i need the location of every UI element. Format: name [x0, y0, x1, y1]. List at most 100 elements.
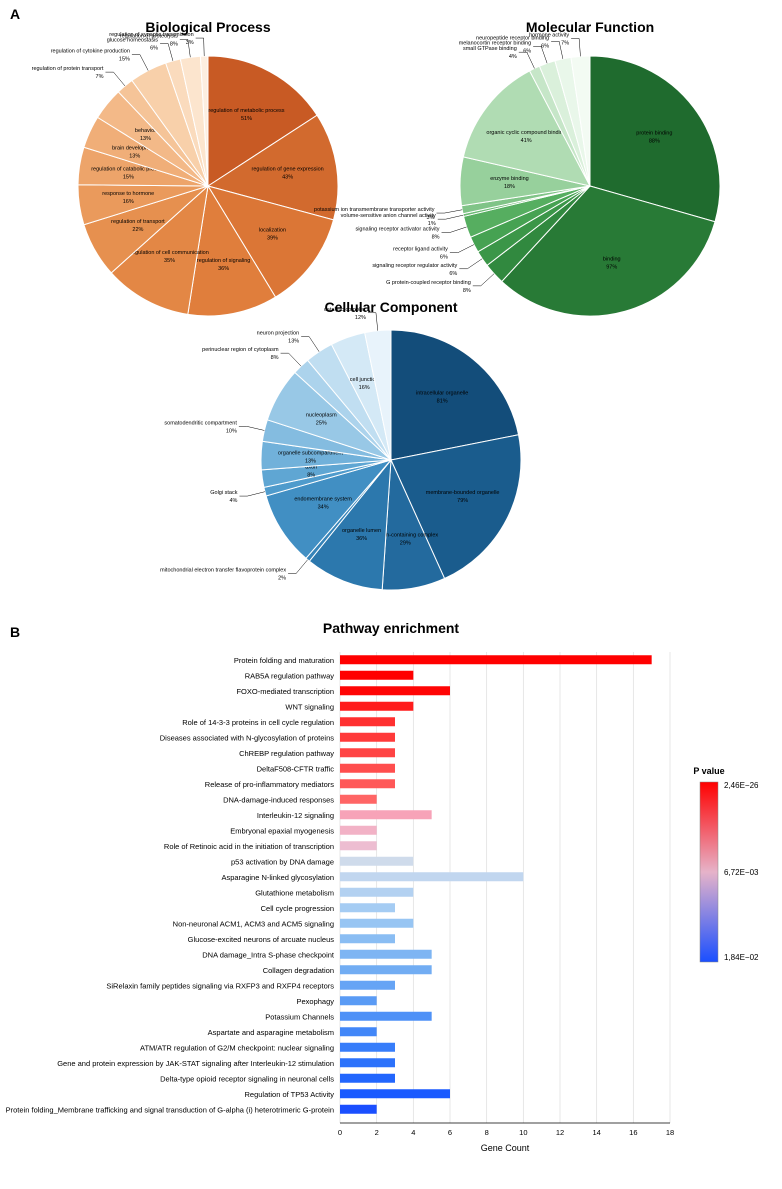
bar-chart-title: Pathway enrichment — [0, 620, 782, 636]
bar-category-label: Gene and protein expression by JAK-STAT … — [57, 1059, 334, 1068]
bar — [340, 810, 432, 819]
bar-category-label: Potassium Channels — [265, 1012, 334, 1021]
bar-category-label: Asparagine N-linked glycosylation — [221, 873, 334, 882]
slice-label: localization — [259, 227, 286, 233]
slice-label: signaling receptor activator activity — [355, 227, 439, 233]
bar — [340, 733, 395, 742]
slice-label: regulation of cell communication — [130, 250, 209, 256]
slice-pct: 18% — [504, 184, 515, 190]
legend-tick: 2,46E−26 — [724, 781, 759, 790]
slice-pct: 43% — [282, 174, 293, 180]
slice-pct: 15% — [123, 174, 134, 180]
slice-label: organelle lumen — [342, 528, 381, 534]
pie-panel: Biological Processregulation of metaboli… — [0, 0, 782, 610]
bar — [340, 1012, 432, 1021]
bar — [340, 686, 450, 695]
slice-label: regulation of synaptic transmission — [109, 32, 193, 38]
x-axis-label: Gene Count — [481, 1143, 530, 1153]
slice-label: regulation of signaling — [197, 258, 251, 264]
slice-pct: 3% — [186, 40, 194, 46]
slice-pct: 51% — [241, 116, 252, 122]
bar-category-label: DeltaF508-CFTR traffic — [257, 764, 335, 773]
slice-label: receptor ligand activity — [393, 247, 448, 253]
slice-pct: 79% — [457, 498, 468, 504]
slice-label: regulation of cytokine production — [51, 49, 130, 55]
bar-category-label: Delta-type opioid receptor signaling in … — [160, 1074, 334, 1083]
bar-category-label: Collagen degradation — [263, 966, 334, 975]
slice-pct: 2% — [278, 576, 286, 582]
slice-label: catalytic complex — [324, 307, 366, 313]
slice-pct: 16% — [359, 385, 370, 391]
bar — [340, 857, 413, 866]
bar — [340, 826, 377, 835]
slice-pct: 25% — [316, 421, 327, 427]
bar-category-label: Glutathione metabolism — [255, 888, 334, 897]
slice-pct: 10% — [226, 428, 237, 434]
bar — [340, 1089, 450, 1098]
slice-label: mitochondrial electron transfer flavopro… — [160, 568, 286, 574]
slice-pct: 4% — [230, 498, 238, 504]
slice-pct: 6% — [541, 43, 549, 49]
pies-svg: Biological Processregulation of metaboli… — [0, 0, 782, 610]
bar — [340, 872, 523, 881]
bar — [340, 903, 395, 912]
slice-pct: 4% — [509, 54, 517, 60]
slice-label: binding — [603, 257, 621, 263]
bar-category-label: Non-neuronal ACM1, ACM3 and ACM5 signali… — [173, 919, 334, 928]
bar — [340, 717, 395, 726]
bar — [340, 965, 432, 974]
slice-label: hormone activity — [529, 32, 569, 38]
slice-label: Golgi stack — [210, 490, 237, 496]
slice-pct: 6% — [440, 255, 448, 261]
slice-pct: 7% — [561, 40, 569, 46]
slice-pct: 8% — [307, 473, 315, 479]
x-tick: 18 — [666, 1128, 674, 1137]
bar-category-label: WNT signaling — [285, 702, 334, 711]
bar-category-label: Protein folding and maturation — [234, 656, 334, 665]
bar-category-label: FOXO-mediated transcription — [236, 687, 334, 696]
legend-colorbar — [700, 782, 718, 962]
slice-pct: 13% — [129, 153, 140, 159]
bar — [340, 702, 413, 711]
slice-pct: 8% — [432, 235, 440, 241]
slice-label: membrane-bounded organelle — [426, 490, 500, 496]
bar-category-label: Role of 14-3-3 proteins in cell cycle re… — [182, 718, 334, 727]
bar-category-label: Cell cycle progression — [261, 904, 334, 913]
bar — [340, 748, 395, 757]
bar-category-label: Protein folding_Membrane trafficking and… — [6, 1105, 334, 1114]
slice-pct: 1% — [428, 221, 436, 227]
slice-pct: 15% — [119, 57, 130, 63]
slice-pct: 13% — [288, 339, 299, 345]
bar-category-label: RAB5A regulation pathway — [245, 671, 334, 680]
slice-label: behavior — [135, 128, 156, 134]
slice-pct: 8% — [463, 288, 471, 294]
slice-pct: 7% — [96, 74, 104, 80]
slice-label: neuron projection — [257, 331, 300, 337]
slice-pct: 29% — [400, 540, 411, 546]
slice-label: regulation of protein transport — [32, 66, 104, 72]
slice-label: signaling receptor regulator activity — [372, 263, 457, 269]
slice-pct: 35% — [164, 258, 175, 264]
bar-category-label: Glucose-excited neurons of arcuate nucle… — [188, 935, 335, 944]
bar — [340, 764, 395, 773]
slice-pct: 8% — [271, 355, 279, 361]
slice-pct: 6% — [523, 48, 531, 54]
bar-category-label: Embryonal epaxial myogenesis — [230, 826, 334, 835]
bar-category-label: Pexophagy — [296, 997, 334, 1006]
bar — [340, 981, 395, 990]
slice-label: regulation of metabolic process — [208, 108, 284, 114]
slice-pct: 81% — [437, 399, 448, 405]
legend-title: P value — [693, 766, 724, 776]
bar — [340, 841, 377, 850]
bar — [340, 795, 377, 804]
slice-label: regulation of gene expression — [252, 166, 324, 172]
bar-category-label: DNA-damage-induced responses — [223, 795, 334, 804]
bar — [340, 1074, 395, 1083]
slice-pct: 34% — [318, 504, 329, 510]
bar — [340, 1105, 377, 1114]
bar — [340, 779, 395, 788]
bar — [340, 888, 413, 897]
slice-pct: 3% — [427, 215, 435, 221]
slice-pct: 6% — [449, 271, 457, 277]
slice-label: G protein-coupled receptor binding — [386, 280, 471, 286]
